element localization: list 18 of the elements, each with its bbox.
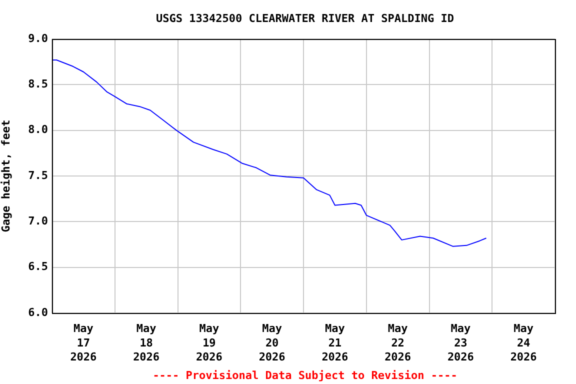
x-tick-label: May 19 2026 [196,322,223,364]
x-tick-label: May 20 2026 [258,322,286,364]
x-tick-label: May 17 2026 [70,322,98,364]
x-tick-label: May 23 2026 [447,322,474,364]
y-tick-label: 6.5 [28,260,48,274]
x-tick-label: May 18 2026 [133,322,160,364]
y-tick-label: 9.0 [28,32,48,45]
x-tick-label: May 22 2026 [384,322,412,364]
x-tick-label: May 21 2026 [322,322,349,364]
text: ---- Provisional Data Subject to Revision ---- [152,368,458,382]
y-tick-label: 7.5 [28,168,48,182]
y-tick-label: 6.0 [28,306,48,319]
x-tick-label: May 24 2026 [510,322,538,364]
y-tick-label: 8.0 [28,123,48,136]
chart-title: USGS 13342500 CLEARWATER RIVER AT SPALDING ID [156,12,454,25]
y-tick-label: 7.0 [28,214,48,228]
y-axis-title: Gage height, feet [0,120,12,232]
y-tick-label: 8.5 [28,78,48,91]
